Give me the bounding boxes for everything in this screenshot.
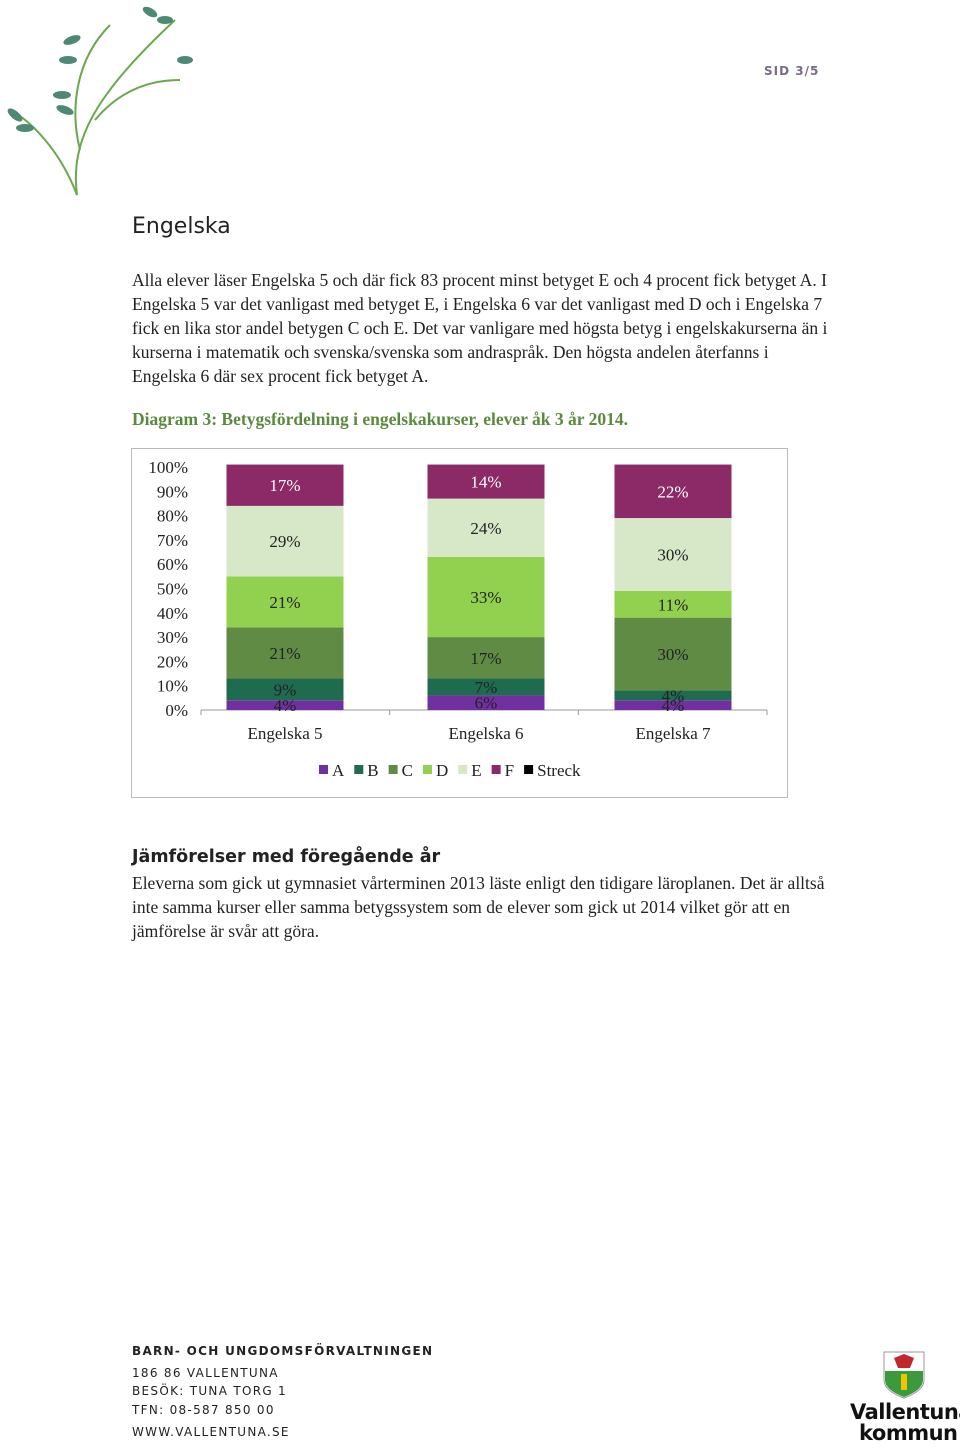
y-tick-label: 70% bbox=[157, 531, 188, 550]
y-tick-label: 0% bbox=[165, 701, 188, 720]
legend-swatch bbox=[422, 765, 432, 774]
y-tick-label: 60% bbox=[157, 555, 188, 574]
y-tick-label: 10% bbox=[157, 677, 188, 696]
legend-label: A bbox=[332, 761, 345, 780]
legend-swatch bbox=[354, 765, 364, 774]
footer-line: TFN: 08-587 850 00 bbox=[132, 1403, 275, 1417]
data-label: 17% bbox=[269, 476, 300, 495]
x-tick-label: Engelska 5 bbox=[247, 724, 322, 743]
bar-segment bbox=[427, 637, 545, 679]
data-label: 24% bbox=[470, 519, 501, 538]
bar-segment bbox=[614, 690, 732, 701]
y-tick-label: 40% bbox=[157, 604, 188, 623]
data-label: 4% bbox=[274, 696, 297, 715]
heading: Engelska bbox=[132, 214, 231, 239]
y-tick-label: 30% bbox=[157, 628, 188, 647]
bar-segment bbox=[427, 678, 545, 696]
bar-segment bbox=[427, 695, 545, 710]
legend-swatch bbox=[491, 765, 501, 774]
legend-label: C bbox=[402, 761, 413, 780]
footer-line: 186 86 VALLENTUNA bbox=[132, 1366, 279, 1380]
legend-label: Streck bbox=[537, 761, 581, 780]
data-label: 29% bbox=[269, 532, 300, 551]
data-label: 9% bbox=[274, 680, 297, 699]
data-label: 11% bbox=[658, 595, 689, 614]
y-tick-label: 20% bbox=[157, 652, 188, 671]
y-tick-label: 100% bbox=[148, 458, 188, 477]
plant-decoration bbox=[7, 6, 193, 196]
data-label: 21% bbox=[269, 593, 300, 612]
chart: 0% 10% 20% 30% 40% 50% 60% 70% 80% 90% 100% Engelsk… bbox=[131, 448, 788, 798]
legend-swatch bbox=[524, 765, 534, 774]
bar-segment bbox=[614, 464, 732, 519]
data-label: 21% bbox=[269, 644, 300, 663]
legend-swatch bbox=[319, 765, 328, 774]
page-number: SID 3/5 bbox=[764, 64, 820, 78]
logo-line: Vallentuna bbox=[850, 1400, 960, 1424]
footer-org: BARN- OCH UNGDOMSFÖRVALTNINGEN bbox=[132, 1344, 434, 1358]
legend-label: D bbox=[436, 761, 448, 780]
y-tick-label: 50% bbox=[157, 580, 188, 599]
bar-segment bbox=[226, 505, 344, 577]
x-tick-label: Engelska 6 bbox=[448, 724, 523, 743]
bar-segment bbox=[226, 464, 344, 506]
footer-line: BESÖK: TUNA TORG 1 bbox=[132, 1384, 287, 1398]
section-paragraph: Eleverna som gick ut gymnasiet vårtermin… bbox=[132, 873, 825, 941]
logo-text: Vallentuna kommun bbox=[850, 1402, 960, 1444]
bar-segment bbox=[614, 700, 732, 710]
bar-segment bbox=[427, 464, 545, 499]
legend-swatch bbox=[458, 765, 468, 774]
legend-label: B bbox=[367, 761, 378, 780]
legend-swatch bbox=[388, 765, 398, 774]
bar-segment bbox=[226, 700, 344, 710]
legend-label: F bbox=[505, 761, 514, 780]
data-label: 4% bbox=[662, 686, 685, 705]
caption: Diagram 3: Betygsfördelning i engelskaku… bbox=[132, 409, 628, 429]
data-label: 14% bbox=[470, 473, 501, 492]
x-tick-label: Engelska 7 bbox=[635, 724, 711, 743]
legend-label: E bbox=[471, 761, 481, 780]
logo-shield bbox=[883, 1351, 925, 1399]
bar-segment bbox=[226, 678, 344, 701]
data-label: 6% bbox=[475, 694, 498, 713]
y-tick-label: 90% bbox=[157, 482, 188, 501]
data-label: 30% bbox=[657, 645, 688, 664]
section-heading: Jämförelser med föregående år bbox=[132, 847, 441, 867]
data-label: 17% bbox=[470, 649, 501, 668]
y-tick-label: 80% bbox=[157, 507, 188, 526]
data-label: 4% bbox=[662, 696, 685, 715]
bar-segment bbox=[614, 617, 732, 691]
bar-segment bbox=[427, 498, 545, 557]
data-label: 7% bbox=[475, 678, 498, 697]
bar-segment bbox=[614, 518, 732, 591]
paragraph: Alla elever läser Engelska 5 och där fic… bbox=[132, 270, 828, 386]
bar-segment bbox=[226, 627, 344, 679]
logo-line: kommun bbox=[859, 1421, 958, 1445]
data-label: 22% bbox=[657, 482, 688, 501]
bar-segment bbox=[427, 556, 545, 638]
bar-segment bbox=[614, 590, 732, 618]
data-label: 33% bbox=[470, 588, 501, 607]
bar-segment bbox=[226, 576, 344, 628]
data-label: 30% bbox=[657, 545, 688, 564]
footer-line: WWW.VALLENTUNA.SE bbox=[132, 1425, 290, 1439]
